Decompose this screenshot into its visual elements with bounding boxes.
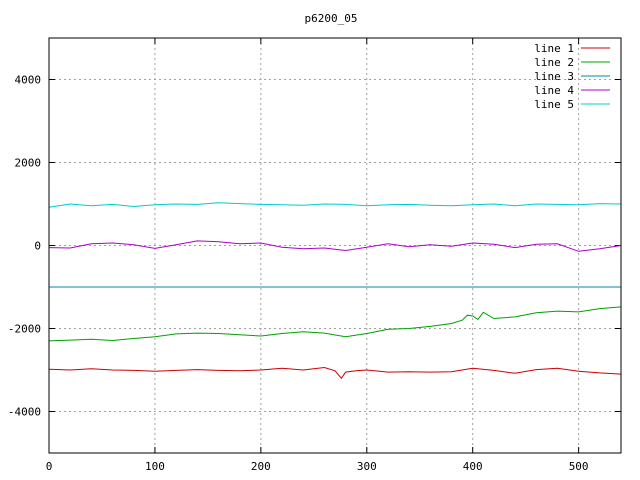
series-line-5: [48, 202, 622, 208]
y-tick-label: -2000: [8, 323, 41, 336]
x-tick-label: 300: [357, 460, 377, 473]
y-tick-label: -4000: [8, 406, 41, 419]
axis-layer: 0 100 200 300 400 500 -4000 -2000 0 2000 4000: [8, 38, 621, 473]
legend-label-3: line 3: [534, 70, 574, 83]
legend-label-2: line 2: [534, 56, 574, 69]
plot-frame: [48, 37, 622, 454]
x-tick-label: 400: [463, 460, 483, 473]
series-layer: [48, 202, 622, 380]
x-tick-label: 100: [145, 460, 165, 473]
x-tick-label: 200: [251, 460, 271, 473]
series-line-2: [48, 306, 622, 342]
y-tick-label: 0: [34, 240, 41, 253]
series-line-1: [48, 366, 622, 380]
x-tick-label: 0: [46, 460, 53, 473]
series-line-4: [48, 240, 622, 252]
grid-layer: [49, 38, 621, 453]
legend-label-4: line 4: [534, 84, 574, 97]
x-tick-label: 500: [569, 460, 589, 473]
legend-label-1: line 1: [534, 42, 574, 55]
y-tick-label: 2000: [15, 157, 42, 170]
y-tick-label: 4000: [15, 74, 42, 87]
chart-title: p6200_05: [305, 12, 358, 25]
legend-label-5: line 5: [534, 98, 574, 111]
